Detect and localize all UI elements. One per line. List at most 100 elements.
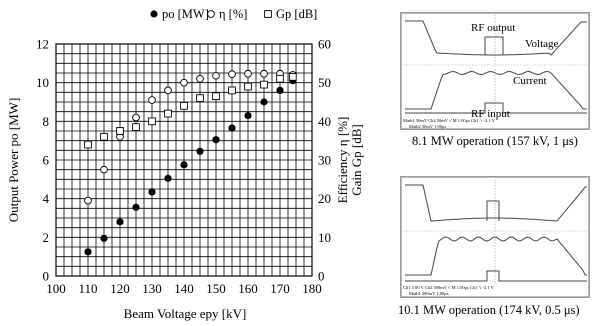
- scope-status-line: Math1 50mV Ch2 50mV √ M 1.00μs Ch1 ∖ -2.…: [403, 118, 496, 123]
- y-left-tick-label: 6: [43, 153, 50, 168]
- oscilloscope-trace-10mw: Ch1 5.00 V Ch2 500mV √ M 1.00μs Ch1 ∖ -2…: [400, 176, 590, 298]
- scope-border: [401, 177, 589, 297]
- data-point: [84, 248, 92, 256]
- data-point: [84, 140, 92, 149]
- data-point: [180, 161, 188, 169]
- legend-label: po [MW]: [162, 7, 209, 21]
- voltage-trace: [405, 20, 587, 56]
- data-point: [228, 86, 236, 95]
- x-tick-label: 160: [238, 281, 258, 296]
- right-axis-label-block: Efficiency η [%] Gain Gp [dB]: [335, 117, 364, 204]
- scope-status-line-2: Math2 50mV 1.00μs: [409, 124, 446, 129]
- data-point: [212, 71, 220, 80]
- data-point: [148, 188, 156, 196]
- y-axis-right-label-efficiency-text: Efficiency η [%]: [335, 117, 350, 204]
- data-point: [228, 70, 236, 79]
- y-right-tick-label: 10: [318, 230, 331, 245]
- chart-series: [84, 69, 297, 256]
- data-point: [116, 127, 124, 135]
- data-point: [116, 218, 124, 226]
- data-point: [196, 94, 204, 102]
- y-left-tick-label: 8: [43, 114, 50, 129]
- data-point: [84, 196, 92, 205]
- x-tick-label: 110: [78, 281, 97, 296]
- scope-trace-plot: Ch1 5.00 V Ch2 500mV √ M 1.00μs Ch1 ∖ -2…: [401, 177, 589, 297]
- chart-grid: [55, 43, 313, 277]
- data-point: [212, 136, 220, 144]
- x-tick-label: 150: [206, 281, 226, 296]
- legend-marker: [207, 10, 215, 18]
- legend-label: Gp [dB]: [276, 7, 317, 21]
- annotation-rf-input: RF input: [471, 108, 510, 120]
- y-left-tick-label: 10: [36, 75, 49, 90]
- chart-axes: 100 110 120 130 140 150 160 170 1800246810120102…: [36, 37, 331, 297]
- data-point: [180, 78, 188, 87]
- scope-border: [401, 13, 589, 129]
- y-left-tick-label: 4: [43, 191, 50, 206]
- data-point: [260, 69, 268, 78]
- data-point: [244, 69, 252, 78]
- caption-10mw: 10.1 MW operation (174 kV, 0.5 μs): [398, 303, 580, 317]
- rf-output-trace: [484, 36, 504, 55]
- x-axis-label: Beam Voltage epy [kV]: [124, 306, 247, 321]
- data-point: [164, 174, 172, 182]
- voltage-trace: [405, 184, 587, 222]
- current-trace: [405, 236, 587, 276]
- annotation-voltage: Voltage: [525, 38, 559, 50]
- rf-input-trace: [405, 102, 587, 114]
- rf-output-trace: [486, 200, 500, 221]
- y-axis-right-label-gain-text: Gain Gp [dB]: [349, 124, 364, 196]
- performance-chart: 100 110 120 130 140 150 160 170 1800246810120102…: [6, 7, 331, 321]
- current-trace: [405, 70, 587, 110]
- data-point: [244, 111, 252, 120]
- data-point: [212, 92, 220, 101]
- series-gain: [84, 73, 297, 149]
- y-axis-left-label: Output Power po [MW]: [6, 98, 21, 223]
- y-right-tick-label: 0: [318, 269, 325, 284]
- data-point: [100, 132, 108, 141]
- data-point: [164, 86, 172, 95]
- y-left-tick-label: 2: [43, 230, 50, 245]
- data-point: [148, 117, 156, 126]
- data-point: [100, 234, 108, 242]
- data-point: [100, 165, 108, 174]
- oscilloscope-trace-8mw: RF output Voltage Current RF input Math1…: [400, 12, 590, 130]
- scope-trace-plot: RF output Voltage Current RF input Math1…: [401, 13, 589, 129]
- data-point: [276, 74, 284, 83]
- y-right-tick-label: 20: [318, 191, 331, 206]
- data-point: [132, 113, 140, 122]
- data-point: [148, 96, 156, 104]
- x-tick-label: 120: [110, 281, 130, 296]
- data-point: [196, 147, 204, 155]
- rf-input-trace: [405, 270, 587, 282]
- scope-status-line-2: Math1 200mV 1.00μs: [409, 291, 449, 296]
- legend-label: η [%]: [219, 7, 247, 21]
- plot-frame: [55, 43, 313, 277]
- data-point: [288, 73, 297, 81]
- data-point: [228, 124, 236, 132]
- annotation-current: Current: [513, 75, 547, 87]
- x-tick-label: 140: [174, 281, 194, 296]
- x-tick-label: 170: [270, 281, 290, 296]
- chart-legend: po [MW] η [%] Gp [dB]: [150, 7, 317, 21]
- data-point: [196, 74, 204, 83]
- y-right-tick-label: 60: [318, 37, 331, 52]
- x-tick-label: 100: [46, 281, 66, 296]
- legend-marker: [264, 10, 272, 18]
- scope-status-line: Ch1 5.00 V Ch2 500mV √ M 1.00μs Ch1 ∖ -2…: [403, 285, 495, 290]
- data-point: [260, 98, 268, 106]
- data-point: [260, 80, 268, 89]
- x-tick-label: 130: [142, 281, 162, 296]
- y-left-tick-label: 0: [43, 269, 50, 284]
- y-right-tick-label: 40: [318, 114, 331, 129]
- data-point: [244, 82, 252, 91]
- y-right-tick-label: 30: [318, 153, 331, 168]
- series-efficiency: [84, 69, 297, 205]
- caption-8mw: 8.1 MW operation (157 kV, 1 μs): [412, 134, 578, 148]
- legend-marker: [150, 10, 158, 18]
- data-point: [132, 123, 140, 131]
- data-point: [180, 102, 188, 110]
- series-output-power: [84, 77, 297, 256]
- data-point: [164, 109, 172, 118]
- annotation-rf-output: RF output: [471, 22, 515, 34]
